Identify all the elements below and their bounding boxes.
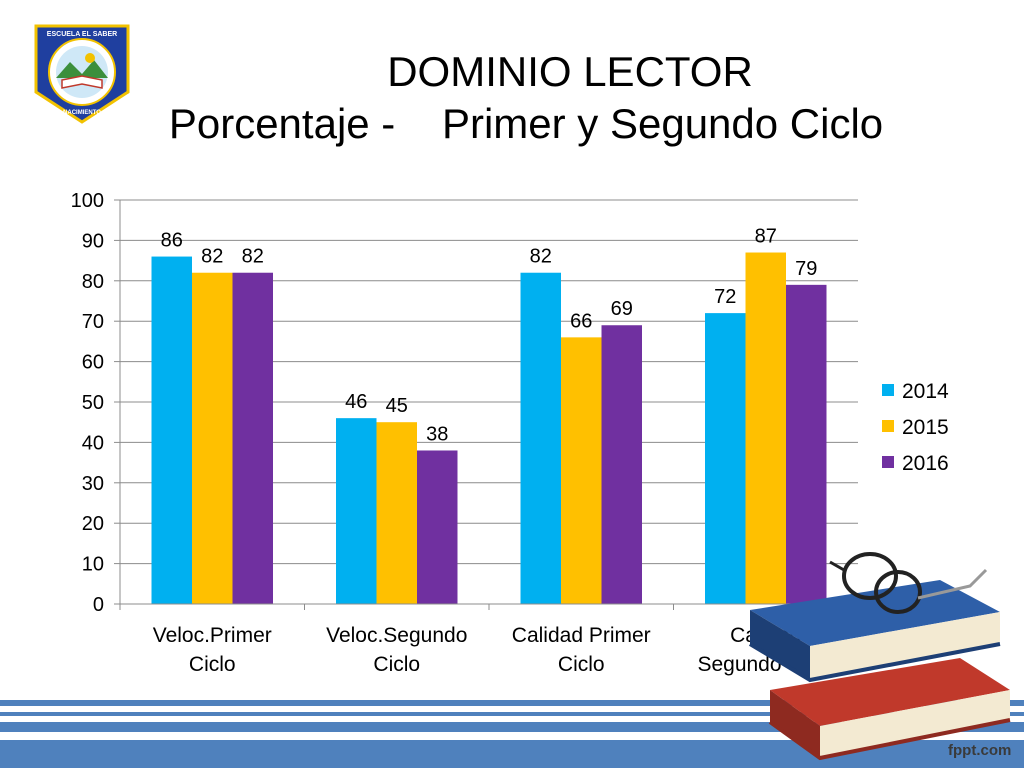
data-label: 86 [161,230,183,252]
y-tick-label: 0 [93,594,104,616]
y-tick-label: 70 [82,311,104,333]
bar-2016-2 [601,325,642,604]
bar-2015-3 [745,252,786,604]
data-label: 82 [201,246,223,268]
bar-2015-2 [561,337,602,604]
legend: 2014 2015 2016 [882,380,949,475]
school-crest-icon: ESCUELA EL SABER NACIMIENTO [30,22,134,126]
bar-2014-2 [520,272,561,604]
y-tick-label: 90 [82,230,104,252]
slide-title-line1: DOMINIO LECTOR [387,48,753,95]
slide-title-line2: Porcentaje - Primer y Segundo Ciclo [168,100,884,147]
books-and-glasses-icon [730,540,1024,768]
category-label: Ciclo [373,653,420,676]
category-label: Veloc.Primer [153,624,272,647]
data-label: 66 [570,310,592,332]
bars [151,252,827,604]
y-tick-label: 80 [82,271,104,293]
logo-text-bottom: NACIMIENTO [63,110,101,116]
bar-2015-1 [376,422,417,604]
y-tick-label: 20 [82,513,104,535]
legend-label-2014: 2014 [902,380,949,403]
y-tick-label: 30 [82,473,104,495]
y-tick-label: 40 [82,432,104,454]
bar-2014-1 [336,418,377,604]
legend-label-2015: 2015 [902,416,949,439]
y-tick-label: 50 [82,392,104,414]
bar-2014-3 [705,313,746,604]
legend-swatch-2015 [882,420,894,432]
y-tick-label: 10 [82,554,104,576]
data-labels: 86 82 82 46 45 38 82 66 69 72 87 79 [161,226,818,446]
data-label: 69 [611,298,633,320]
data-label: 46 [345,391,367,413]
bar-2015-0 [192,272,233,604]
bar-2016-1 [417,450,458,604]
data-label: 82 [530,246,552,268]
data-label: 38 [426,423,448,445]
data-label: 82 [242,246,264,268]
data-label: 79 [795,258,817,280]
category-label: Ciclo [189,653,236,676]
data-label: 87 [755,226,777,248]
data-label: 72 [714,286,736,308]
bar-2016-0 [232,272,273,604]
legend-swatch-2014 [882,384,894,396]
bar-2014-0 [151,256,192,604]
bar-2016-3 [786,284,827,604]
category-label: Ciclo [558,653,605,676]
watermark: fppt.com [948,742,1012,759]
y-tick-label: 60 [82,352,104,374]
logo-text-top: ESCUELA EL SABER [47,31,117,38]
legend-label-2016: 2016 [902,452,949,475]
category-label: Veloc.Segundo [326,624,467,647]
category-label: Calidad Primer [512,624,651,647]
data-label: 45 [386,395,408,417]
legend-swatch-2016 [882,456,894,468]
y-tick-label: 100 [71,190,104,212]
